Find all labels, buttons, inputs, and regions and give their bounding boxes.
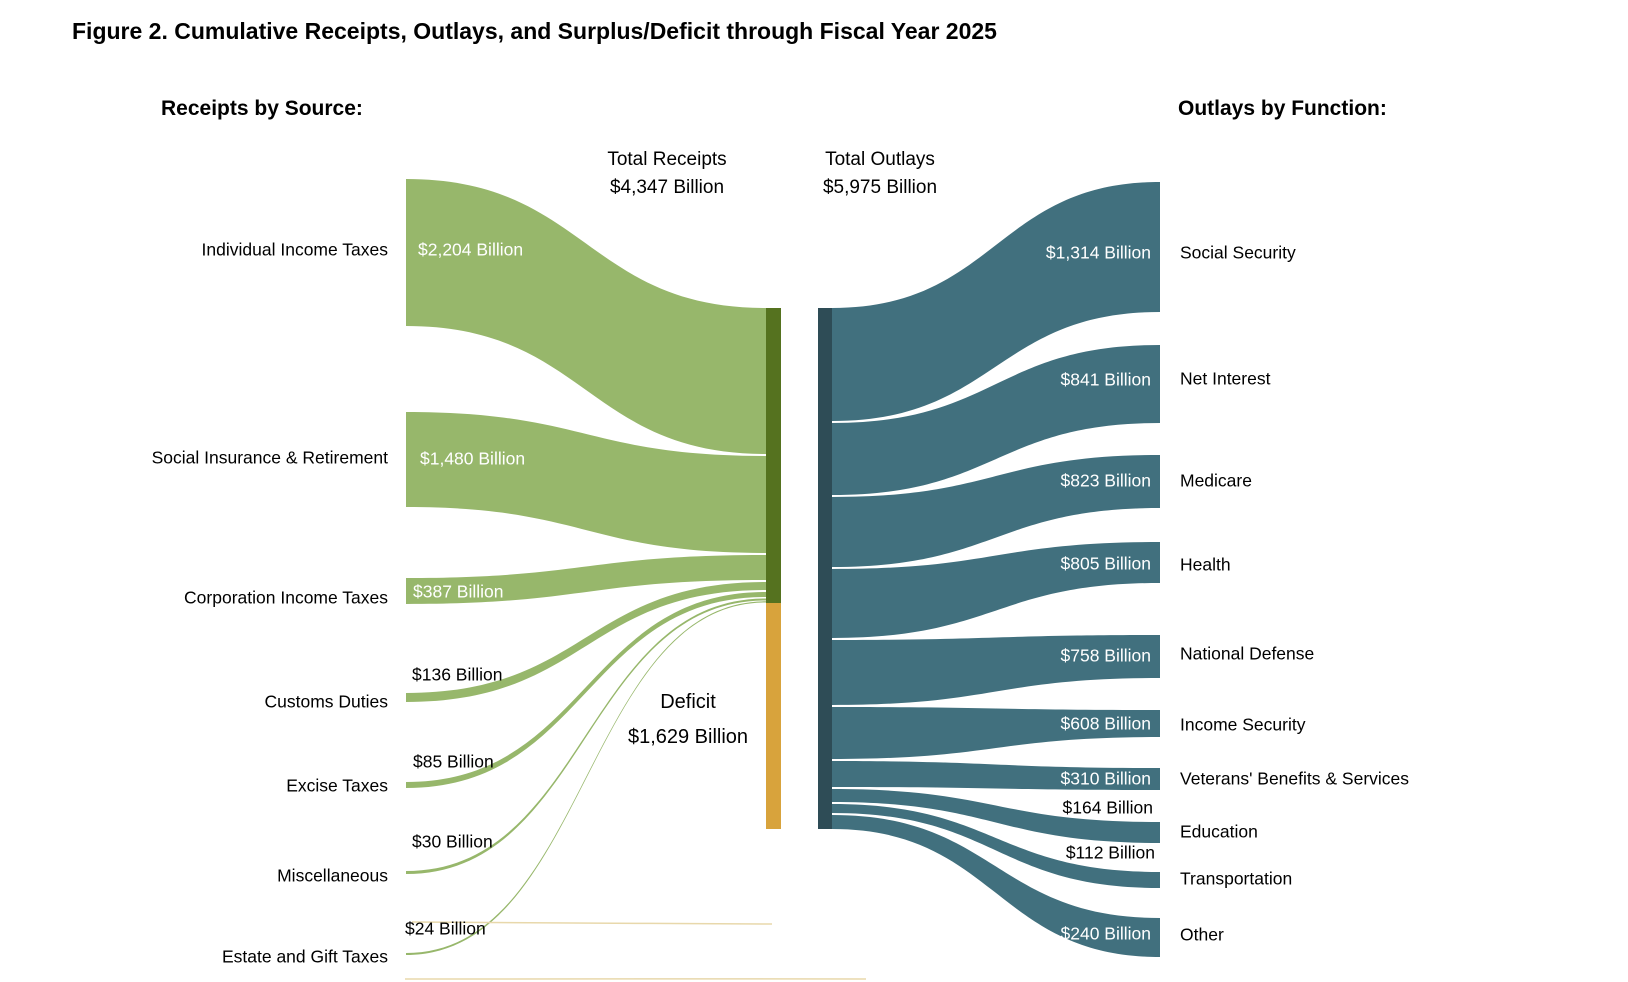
total-receipts-node [766,308,781,603]
outlays-value-income-security: $608 Billion [1060,713,1151,734]
receipts-heading: Receipts by Source: [161,97,363,120]
flow-individual-income-taxes [406,179,766,454]
flow-estate-gift-taxes [406,601,766,955]
total-receipts-label: Total Receipts [607,149,727,170]
total-outlays-node [818,308,832,829]
flow-national-defense [832,635,1160,705]
outlays-value-national-defense: $758 Billion [1060,645,1151,666]
flow-other [832,815,1160,957]
receipts-value-estate-gift-taxes: $24 Billion [405,918,486,939]
total-outlays-value: $5,975 Billion [822,177,938,198]
receipts-value-customs-duties: $136 Billion [412,664,503,685]
receipts-value-excise-taxes: $85 Billion [413,751,494,772]
flow-corporation-income-taxes [406,555,766,604]
receipts-value-individual-income-taxes: $2,204 Billion [418,239,524,260]
outlays-value-social-security: $1,314 Billion [1045,242,1151,263]
outlays-label-health: Health [1180,554,1231,575]
receipts-label-social-insurance-retirement: Social Insurance & Retirement [151,447,388,468]
outlays-label-medicare: Medicare [1180,470,1252,491]
outlays-heading: Outlays by Function: [1178,97,1387,120]
outlays-label-education: Education [1180,821,1258,842]
outlays-value-health: $805 Billion [1060,553,1151,574]
outlays-label-national-defense: National Defense [1180,643,1315,664]
receipts-value-social-insurance-retirement: $1,480 Billion [420,448,526,469]
receipts-label-estate-gift-taxes: Estate and Gift Taxes [221,946,388,967]
outlays-value-transportation: $112 Billion [1065,842,1155,863]
outlays-label-veterans-benefits: Veterans' Benefits & Services [1180,768,1410,789]
total-receipts-value: $4,347 Billion [609,177,725,198]
deficit-label: Deficit [660,691,716,713]
receipts-label-excise-taxes: Excise Taxes [286,775,388,796]
receipts-value-miscellaneous: $30 Billion [412,831,493,852]
deficit-flow-edge-top [411,921,773,925]
flow-transportation [832,804,1160,888]
outlays-label-social-security: Social Security [1180,242,1296,263]
figure-title: Figure 2. Cumulative Receipts, Outlays, … [72,18,997,44]
deficit-node [766,603,781,829]
receipts-label-customs-duties: Customs Duties [264,691,388,712]
total-receipts-caption: Total Receipts $4,347 Billion [607,146,726,202]
flow-excise-taxes [406,592,766,788]
flow-health [832,542,1160,638]
total-outlays-caption: Total Outlays $5,975 Billion [823,146,937,202]
flow-education [832,789,1160,843]
flow-social-insurance-retirement [406,412,766,553]
deficit-value: $1,629 Billion [627,726,749,748]
receipts-value-corporation-income-taxes: $387 Billion [413,581,504,602]
outlays-label-net-interest: Net Interest [1180,368,1271,389]
outlays-value-medicare: $823 Billion [1060,470,1151,491]
outlays-value-other: $240 Billion [1060,923,1151,944]
flow-medicare [832,455,1160,567]
receipts-label-individual-income-taxes: Individual Income Taxes [201,239,388,260]
outlays-label-income-security: Income Security [1180,714,1306,735]
receipts-label-corporation-income-taxes: Corporation Income Taxes [184,587,388,608]
receipts-label-miscellaneous: Miscellaneous [277,865,388,886]
outlays-value-education: $164 Billion [1062,797,1153,818]
flow-miscellaneous [406,598,766,874]
outlays-label-other: Other [1180,924,1224,945]
total-outlays-label: Total Outlays [825,149,935,170]
flow-social-security [832,182,1160,421]
flow-income-security [832,707,1160,759]
flow-customs-duties [406,582,766,702]
outlays-label-transportation: Transportation [1180,868,1293,889]
flow-net-interest [832,345,1160,495]
deficit-caption: Deficit $1,629 Billion [628,685,748,755]
outlays-value-veterans-benefits: $310 Billion [1060,768,1151,789]
flow-veterans-benefits [832,761,1160,790]
outlays-value-net-interest: $841 Billion [1060,369,1151,390]
